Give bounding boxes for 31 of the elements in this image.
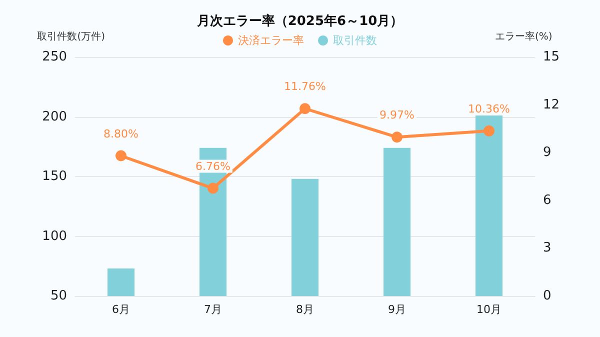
x-tick-label: 10月 (476, 303, 502, 316)
y-axis-title: 取引件数(万件) (37, 32, 106, 42)
x-tick-label: 7月 (204, 303, 222, 316)
chart-title: 月次エラー率（2025年6～10月） (196, 13, 404, 29)
point (208, 182, 218, 194)
x-tick-label: 9月 (388, 303, 406, 316)
x-tick-label: 6月 (112, 303, 130, 316)
y2-tick-label: 3 (543, 240, 552, 256)
point (116, 150, 126, 162)
data-label: 10.36% (468, 102, 510, 116)
y2-axis-title: エラー率(%) (495, 30, 552, 42)
y-tick-label: 250 (42, 50, 67, 64)
data-label: 11.76% (284, 80, 326, 94)
y-tick-label: 200 (42, 109, 67, 124)
data-label: 8.80% (104, 127, 138, 140)
y-tick-label: 50 (50, 288, 67, 304)
point (300, 103, 310, 114)
legend-label: 取引件数 (333, 34, 377, 47)
y2-tick-label: 12 (543, 97, 560, 112)
y2-tick-label: 15 (543, 50, 560, 64)
legend-label: 決済エラー率 (238, 34, 304, 47)
point (484, 125, 494, 136)
data-label: 6.76% (196, 160, 230, 173)
y-tick-label: 100 (42, 228, 67, 244)
x-tick-label: 8月 (296, 303, 314, 316)
y-tick-label: 150 (42, 169, 67, 184)
point (392, 132, 402, 143)
y2-tick-label: 6 (543, 192, 552, 208)
y2-tick-label: 0 (543, 288, 552, 304)
y2-tick-label: 9 (543, 145, 552, 160)
data-label: 9.97% (380, 108, 414, 122)
